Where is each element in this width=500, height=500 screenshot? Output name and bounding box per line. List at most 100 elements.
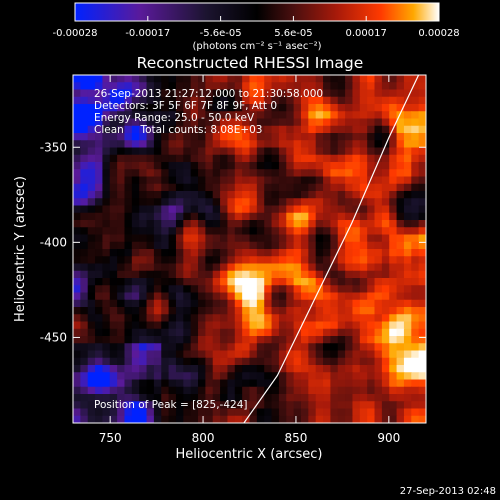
heatmap-cell: [271, 328, 280, 337]
heatmap-cell: [308, 198, 317, 207]
heatmap-cell: [396, 386, 405, 395]
heatmap-cell: [411, 270, 420, 279]
heatmap-cell: [323, 386, 331, 395]
heatmap-cell: [411, 394, 420, 402]
heatmap-cell: [396, 314, 405, 323]
heatmap-cell: [161, 379, 170, 388]
heatmap-cell: [256, 408, 265, 417]
heatmap-cell: [367, 96, 376, 105]
heatmap-cell: [271, 372, 280, 381]
heatmap-cell: [87, 386, 96, 395]
heatmap-cell: [190, 220, 199, 228]
heatmap-cell: [411, 133, 420, 141]
heatmap-cell: [175, 336, 184, 344]
heatmap-cell: [73, 111, 81, 120]
heatmap-cell: [308, 270, 317, 279]
heatmap-cell: [117, 75, 126, 83]
heatmap-cell: [131, 191, 140, 199]
heatmap-cell: [367, 140, 376, 149]
heatmap-cell: [220, 133, 229, 141]
heatmap-cell: [278, 241, 287, 250]
heatmap-cell: [198, 212, 206, 221]
heatmap-cell: [396, 415, 405, 423]
heatmap-cell: [271, 350, 280, 359]
heatmap-cell: [315, 336, 324, 344]
heatmap-cell: [300, 357, 309, 366]
heatmap-cell: [256, 365, 265, 373]
heatmap-cell: [323, 220, 331, 228]
heatmap-cell: [367, 75, 376, 83]
heatmap-cell: [220, 415, 229, 423]
heatmap-cell: [411, 357, 420, 366]
heatmap-cell: [374, 372, 383, 381]
heatmap-cell: [242, 220, 251, 228]
heatmap-cell: [271, 176, 280, 185]
heatmap-cell: [242, 205, 251, 214]
heatmap-cell: [102, 140, 111, 149]
heatmap-cell: [73, 270, 81, 279]
heatmap-cell: [293, 89, 302, 98]
heatmap-cell: [359, 307, 368, 315]
heatmap-cell: [256, 241, 265, 250]
heatmap-cell: [212, 415, 221, 423]
y-axis-title: Heliocentric Y (arcsec): [13, 176, 28, 322]
heatmap-cell: [278, 401, 287, 410]
heatmap-cell: [198, 154, 206, 163]
heatmap-cell: [161, 336, 170, 344]
heatmap-cell: [418, 401, 426, 410]
heatmap-cell: [183, 227, 192, 236]
heatmap-cell: [205, 176, 214, 185]
heatmap-cell: [80, 125, 89, 134]
heatmap-cell: [308, 162, 317, 170]
heatmap-cell: [389, 270, 398, 279]
heatmap-cell: [249, 321, 258, 330]
heatmap-cell: [286, 227, 295, 236]
heatmap-cell: [418, 372, 426, 381]
heatmap-cell: [227, 321, 236, 330]
heatmap-cell: [146, 111, 155, 120]
heatmap-cell: [396, 176, 405, 185]
heatmap-cell: [278, 89, 287, 98]
heatmap-cell: [278, 125, 287, 134]
heatmap-cell: [161, 307, 170, 315]
heatmap-cell: [337, 241, 346, 250]
heatmap-cell: [323, 89, 331, 98]
heatmap-cell: [168, 104, 177, 112]
heatmap-cell: [87, 263, 96, 272]
heatmap-cell: [234, 328, 243, 337]
heatmap-cell: [117, 111, 126, 120]
heatmap-cell: [352, 386, 361, 395]
heatmap-cell: [95, 415, 104, 423]
heatmap-cell: [73, 256, 81, 265]
heatmap-cell: [183, 111, 192, 120]
colorbar-tick-label: -5.6e-05: [200, 28, 242, 39]
heatmap-cell: [198, 133, 206, 141]
heatmap-cell: [264, 299, 273, 308]
heatmap-cell: [278, 307, 287, 315]
heatmap-cell: [411, 89, 420, 98]
heatmap-cell: [102, 220, 111, 228]
heatmap-cell: [175, 234, 184, 243]
heatmap-cell: [153, 118, 162, 127]
heatmap-cell: [374, 256, 383, 265]
heatmap-cell: [153, 307, 162, 315]
heatmap-cell: [153, 401, 162, 410]
heatmap-cell: [205, 205, 214, 214]
heatmap-cell: [330, 357, 339, 366]
heatmap-cell: [220, 176, 229, 185]
heatmap-cell: [256, 96, 265, 105]
heatmap-cell: [352, 408, 361, 417]
heatmap-cell: [374, 234, 383, 243]
heatmap-cell: [315, 307, 324, 315]
heatmap-cell: [109, 357, 118, 366]
heatmap-cell: [227, 169, 236, 178]
heatmap-cell: [117, 227, 126, 236]
heatmap-cell: [396, 234, 405, 243]
heatmap-cell: [381, 212, 390, 221]
heatmap-cell: [168, 278, 177, 286]
heatmap-cell: [73, 307, 81, 315]
heatmap-cell: [271, 394, 280, 402]
heatmap-cell: [73, 89, 81, 98]
heatmap-cell: [80, 89, 89, 98]
heatmap-cell: [323, 408, 331, 417]
